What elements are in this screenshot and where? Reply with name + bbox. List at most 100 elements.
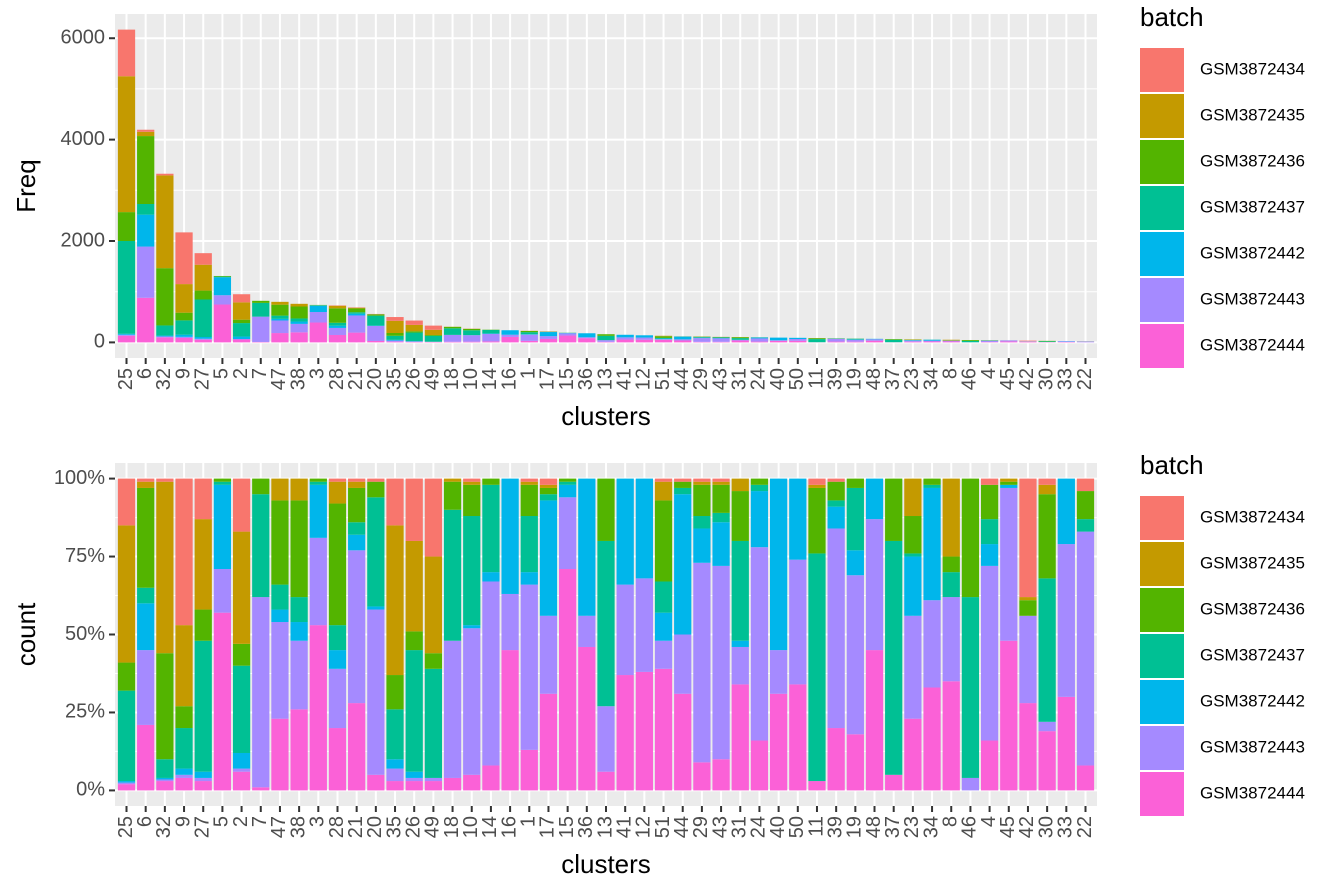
bar-segment xyxy=(520,330,538,333)
bar-segment xyxy=(1019,597,1037,601)
bar-segment xyxy=(271,478,289,501)
bar-segment xyxy=(712,522,730,566)
bar-segment xyxy=(1057,478,1075,545)
bar-segment xyxy=(904,718,922,791)
x-tick-label: 14 xyxy=(479,816,501,838)
bar-segment xyxy=(213,277,232,296)
bar-segment xyxy=(405,781,423,791)
bar-segment xyxy=(885,339,903,343)
bar-segment xyxy=(769,693,788,791)
bar-segment xyxy=(405,320,423,325)
bar-segment xyxy=(386,768,404,782)
bar-segment xyxy=(520,749,538,791)
bar-segment xyxy=(463,478,481,482)
bar-segment xyxy=(769,478,788,651)
bar-segment xyxy=(635,339,653,343)
bar-segment xyxy=(137,587,155,604)
chart: 0%25%50%75%100%2563292752747383282120352… xyxy=(11,450,1305,879)
bar-segment xyxy=(367,325,385,341)
bar-segment xyxy=(424,781,443,791)
bar-segment xyxy=(731,491,749,541)
bar-segment xyxy=(156,337,174,343)
x-tick-label: 35 xyxy=(383,816,405,838)
x-tick-label: 22 xyxy=(1074,368,1096,390)
bar-segment xyxy=(117,478,136,526)
bar-segment xyxy=(156,478,174,482)
bar-segment xyxy=(405,650,423,772)
bar-segment xyxy=(232,338,251,340)
bar-segment xyxy=(654,339,673,340)
bar-segment xyxy=(405,540,423,632)
bar-segment xyxy=(232,294,251,303)
bar-segment xyxy=(117,335,136,343)
bar-segment xyxy=(1057,341,1075,342)
legend-label: GSM3872436 xyxy=(1200,151,1305,170)
bar-segment xyxy=(693,478,711,482)
legend: batch GSM3872434 GSM3872435 GSM3872436 GSM38… xyxy=(1140,2,1305,368)
bar-segment xyxy=(175,334,193,337)
x-tick-label: 30 xyxy=(1035,816,1057,838)
bar-segment xyxy=(194,253,212,265)
y-axis-title: Freq xyxy=(11,159,41,212)
x-tick-label: 10 xyxy=(460,368,482,390)
bar-segment xyxy=(290,478,308,501)
bar-segment xyxy=(616,334,634,338)
bar-segment xyxy=(156,336,174,338)
bar-segment xyxy=(463,516,481,626)
bar-segment xyxy=(693,562,711,763)
bar-segment xyxy=(904,340,922,342)
x-tick-label: 29 xyxy=(690,368,712,390)
bar-segment xyxy=(827,341,845,343)
bar-segment xyxy=(348,703,366,791)
bar-segment xyxy=(290,597,308,623)
bar-segment xyxy=(712,759,730,791)
bar-segment xyxy=(1000,340,1018,342)
bar-segment xyxy=(271,500,289,585)
x-tick-label: 13 xyxy=(594,816,616,838)
bar-segment xyxy=(309,322,327,343)
bar-segment xyxy=(616,478,634,585)
bar-segment xyxy=(923,339,941,341)
bar-segment xyxy=(156,325,174,336)
y-tick-label: 50% xyxy=(65,623,105,645)
x-tick-label: 3 xyxy=(307,368,329,379)
x-tick-label: 5 xyxy=(211,368,233,379)
x-tick-label: 15 xyxy=(556,368,578,390)
x-tick-label: 32 xyxy=(153,368,175,390)
bar-segment xyxy=(424,341,443,343)
x-tick-label: 44 xyxy=(671,368,693,390)
bar-segment xyxy=(904,516,922,554)
x-axis-title: clusters xyxy=(561,849,651,879)
bar-segment xyxy=(463,628,481,775)
bar-segment xyxy=(942,478,960,557)
bar-segment xyxy=(348,481,366,488)
bar-segment xyxy=(750,478,769,485)
bar-segment xyxy=(980,565,999,741)
bar-segment xyxy=(635,337,653,340)
bar-segment xyxy=(309,478,327,482)
x-tick-label: 20 xyxy=(364,368,386,390)
legend-key xyxy=(1140,680,1184,724)
bar-segment xyxy=(539,615,558,694)
x-tick-label: 34 xyxy=(920,816,942,838)
x-tick-label: 44 xyxy=(671,816,693,838)
bar-segment xyxy=(137,131,155,137)
bar-segment xyxy=(156,653,174,760)
bar-segment xyxy=(674,478,692,482)
x-tick-label: 46 xyxy=(959,368,981,390)
bar-segment xyxy=(271,301,289,305)
bar-segment xyxy=(1076,491,1095,520)
bar-segment xyxy=(578,337,596,339)
x-tick-label: 12 xyxy=(633,816,655,838)
bar-segment xyxy=(578,338,596,343)
legend-key xyxy=(1140,542,1184,586)
bar-segment xyxy=(367,478,385,482)
bar-segment xyxy=(348,550,366,704)
bar-segment xyxy=(137,203,155,215)
bar-segment xyxy=(750,337,769,339)
bar-segment xyxy=(213,484,232,570)
x-tick-label: 34 xyxy=(920,368,942,390)
bar-segment xyxy=(463,335,481,342)
x-tick-label: 10 xyxy=(460,816,482,838)
bar-segment xyxy=(731,338,749,340)
